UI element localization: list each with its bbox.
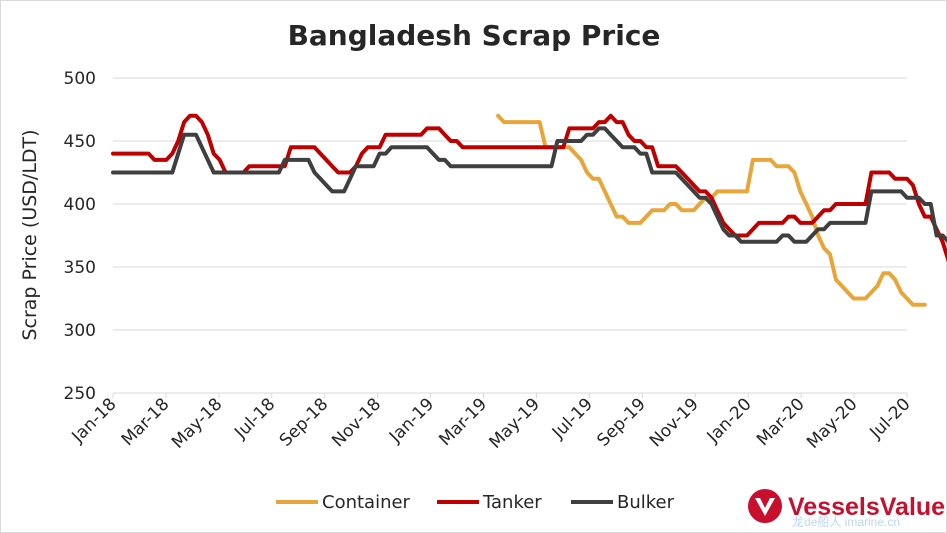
vesselsvalue-logo: VesselsValue: [748, 489, 945, 523]
x-tick-label: May-20: [803, 394, 861, 452]
x-tick-label: Nov-18: [328, 394, 385, 451]
series-lines: [111, 113, 947, 307]
legend-label-tanker: Tanker: [482, 492, 542, 513]
watermark-text: 龙de船人 imarine.cn: [792, 515, 900, 529]
y-tick-label: 500: [64, 69, 96, 89]
x-tick-label: Jul-18: [230, 394, 279, 443]
grid-lines: [113, 77, 907, 331]
y-tick-label: 450: [64, 132, 96, 152]
chart-title: Bangladesh Scrap Price: [288, 19, 661, 52]
series-line-container: [496, 113, 927, 307]
x-tick-label: Jan-20: [703, 394, 756, 447]
y-tick-label: 400: [64, 195, 96, 215]
legend-label-container: Container: [322, 492, 411, 513]
x-tick-label: Sep-18: [276, 394, 332, 450]
y-axis-label: Scrap Price (USD/LDT): [19, 129, 41, 340]
logo-v-icon: [755, 498, 775, 516]
x-tick-label: Mar-18: [118, 394, 174, 450]
y-axis-ticks: 500 450 400 350 300 250: [64, 69, 96, 404]
y-tick-label: 300: [64, 321, 96, 341]
y-tick-label: 250: [64, 384, 96, 404]
x-tick-label: Mar-20: [753, 394, 809, 450]
x-tick-label: Mar-19: [435, 394, 491, 450]
x-tick-label: May-19: [486, 394, 544, 452]
y-tick-label: 350: [64, 258, 96, 278]
logo-mark-icon: [748, 489, 782, 523]
x-tick-label: Nov-19: [646, 394, 703, 451]
x-tick-label: May-18: [168, 394, 226, 452]
legend-label-bulker: Bulker: [617, 492, 675, 513]
x-tick-label: Jan-19: [385, 394, 438, 447]
x-tick-label: Jul-20: [866, 394, 915, 443]
series-line-tanker: [111, 113, 947, 263]
logo-text: VesselsValue: [788, 493, 945, 521]
legend: Container Tanker Bulker: [276, 492, 675, 513]
x-tick-label: Jul-19: [548, 394, 597, 443]
series-line-bulker: [111, 126, 947, 244]
x-tick-label: Sep-19: [593, 394, 649, 450]
